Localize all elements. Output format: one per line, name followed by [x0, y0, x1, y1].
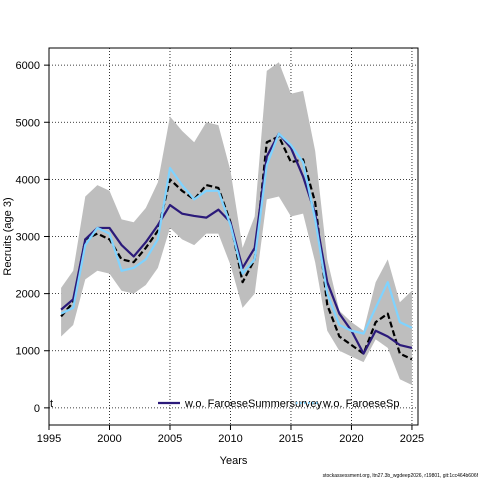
y-tick-label: 1000 — [16, 346, 40, 358]
legend: t w.o. FaroeseSummersurvey w.o. FaroeseSp — [50, 398, 399, 410]
y-axis: 0 1000 2000 3000 4000 5000 6000 — [16, 60, 49, 415]
y-tick-label: 2000 — [16, 289, 40, 301]
x-axis-label: Years — [220, 455, 248, 467]
y-tick-label: 0 — [34, 403, 40, 415]
y-tick-label: 3000 — [16, 232, 40, 244]
y-tick-label: 5000 — [16, 117, 40, 129]
series-lines-group — [60, 132, 413, 361]
footer-credit: stockassessment.org, ltn27.3b_wgdeep2026… — [322, 473, 478, 479]
y-axis-label: Recruits (age 3) — [2, 197, 14, 275]
legend-label: w.o. FaroeseSp — [322, 398, 399, 410]
legend-label: w.o. FaroeseSummersurvey — [184, 398, 322, 410]
x-tick-label: 2020 — [339, 433, 363, 445]
x-axis: 1995 2000 2005 2010 2015 2020 2025 — [37, 425, 424, 445]
baseline-estimate-line — [60, 135, 413, 361]
x-tick-label: 2000 — [97, 433, 121, 445]
confidence-band — [61, 62, 412, 386]
y-tick-label: 4000 — [16, 174, 40, 186]
confidence-band-group — [61, 62, 412, 386]
x-tick-label: 2015 — [279, 433, 303, 445]
y-tick-label: 6000 — [16, 60, 40, 72]
spring-survey-line — [60, 132, 413, 335]
legend-label: t — [50, 398, 53, 410]
x-tick-label: 2005 — [158, 433, 182, 445]
x-tick-label: 2010 — [218, 433, 242, 445]
x-tick-label: 1995 — [37, 433, 61, 445]
x-tick-label: 2025 — [400, 433, 424, 445]
